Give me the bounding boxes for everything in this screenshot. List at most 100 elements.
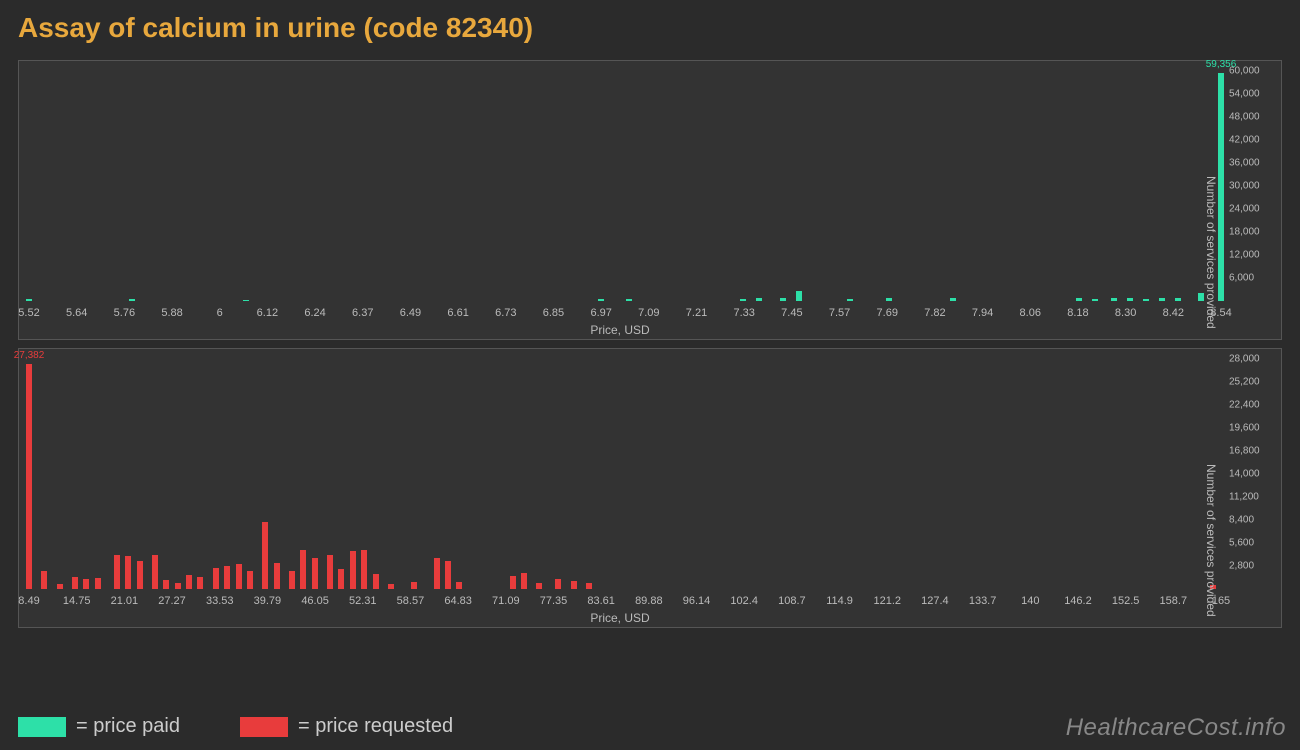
xtick: 5.88 (161, 307, 182, 319)
xtick: 89.88 (635, 595, 663, 607)
xtick: 52.31 (349, 595, 377, 607)
ytick: 16,800 (1229, 446, 1260, 457)
xtick: 8.30 (1115, 307, 1136, 319)
bar (41, 571, 47, 589)
legend-item-requested: = price requested (240, 715, 453, 738)
xtick: 140 (1021, 595, 1039, 607)
xtick: 127.4 (921, 595, 949, 607)
bar (1127, 298, 1133, 301)
xtick: 152.5 (1112, 595, 1140, 607)
chart-paid-plot: 59,356 (29, 71, 1221, 301)
xtick: 121.2 (873, 595, 901, 607)
xtick: 8.18 (1067, 307, 1088, 319)
xtick: 7.33 (733, 307, 754, 319)
xtick: 7.94 (972, 307, 993, 319)
bar (361, 550, 367, 589)
bar (555, 579, 561, 589)
chart-paid-xlabel: Price, USD (19, 323, 1221, 337)
ytick: 2,800 (1229, 561, 1254, 572)
bar (83, 579, 89, 589)
xtick: 33.53 (206, 595, 234, 607)
bar (388, 584, 394, 589)
xtick: 6 (217, 307, 223, 319)
xtick: 6.49 (400, 307, 421, 319)
bar-peak-label: 27,382 (14, 350, 45, 361)
legend-swatch-requested (240, 717, 288, 737)
bar (1076, 298, 1082, 301)
xtick: 77.35 (540, 595, 568, 607)
xtick: 146.2 (1064, 595, 1092, 607)
xtick: 6.37 (352, 307, 373, 319)
xtick: 27.27 (158, 595, 186, 607)
bar (224, 566, 230, 589)
xtick: 5.76 (114, 307, 135, 319)
xtick: 14.75 (63, 595, 91, 607)
bar (236, 564, 242, 589)
bar (213, 568, 219, 589)
xtick: 7.57 (829, 307, 850, 319)
bar (1175, 298, 1181, 301)
xtick: 39.79 (254, 595, 282, 607)
bar (536, 583, 542, 589)
ytick: 36,000 (1229, 158, 1260, 169)
bar (950, 298, 956, 301)
bar (510, 576, 516, 589)
page-title: Assay of calcium in urine (code 82340) (0, 0, 1300, 52)
xtick: 114.9 (826, 595, 853, 607)
bar (163, 580, 169, 589)
xtick: 58.57 (397, 595, 425, 607)
bar (445, 561, 451, 589)
chart-paid-ylabel: Number of services provided (1204, 176, 1218, 329)
xtick: 6.24 (304, 307, 325, 319)
xtick: 71.09 (492, 595, 520, 607)
bar (411, 582, 417, 589)
ytick: 60,000 (1229, 66, 1260, 77)
xtick: 5.52 (18, 307, 39, 319)
ytick: 22,400 (1229, 400, 1260, 411)
legend-item-paid: = price paid (18, 715, 180, 738)
xtick: 6.12 (257, 307, 278, 319)
legend-swatch-paid (18, 717, 66, 737)
chart-requested-ylabel: Number of services provided (1204, 464, 1218, 617)
legend-label-paid: = price paid (76, 715, 180, 738)
bar (434, 558, 440, 589)
bar (289, 571, 295, 589)
xtick: 7.82 (924, 307, 945, 319)
bar (327, 555, 333, 589)
ytick: 30,000 (1229, 181, 1260, 192)
xtick: 7.45 (781, 307, 802, 319)
ytick: 48,000 (1229, 112, 1260, 123)
bar (598, 299, 604, 301)
ytick: 24,000 (1229, 204, 1260, 215)
ytick: 54,000 (1229, 89, 1260, 100)
bar (796, 291, 802, 301)
bar (129, 299, 135, 301)
bar (521, 573, 527, 589)
bar (586, 583, 592, 589)
bar (886, 298, 892, 301)
xtick: 133.7 (969, 595, 997, 607)
chart-requested: 27,382 8.4914.7521.0127.2733.5339.7946.0… (18, 348, 1282, 628)
ytick: 18,000 (1229, 227, 1260, 238)
ytick: 28,000 (1229, 354, 1260, 365)
bar (125, 556, 131, 589)
chart-requested-xlabel: Price, USD (19, 611, 1221, 625)
bar (152, 555, 158, 590)
ytick: 5,600 (1229, 538, 1254, 549)
bar (247, 571, 253, 589)
xtick: 64.83 (444, 595, 472, 607)
xtick: 83.61 (587, 595, 615, 607)
bar (312, 558, 318, 589)
bar (740, 299, 746, 301)
bar (373, 574, 379, 589)
ytick: 19,600 (1229, 423, 1260, 434)
bar (338, 569, 344, 589)
xtick: 46.05 (301, 595, 329, 607)
bar (114, 555, 120, 590)
chart-requested-yaxis: Number of services provided 2,8005,6008,… (1225, 359, 1281, 589)
legend-label-requested: = price requested (298, 715, 453, 738)
bar (262, 522, 268, 589)
chart-paid: 59,356 5.525.645.765.8866.126.246.376.49… (18, 60, 1282, 340)
bar (456, 582, 462, 589)
bar (780, 298, 786, 301)
